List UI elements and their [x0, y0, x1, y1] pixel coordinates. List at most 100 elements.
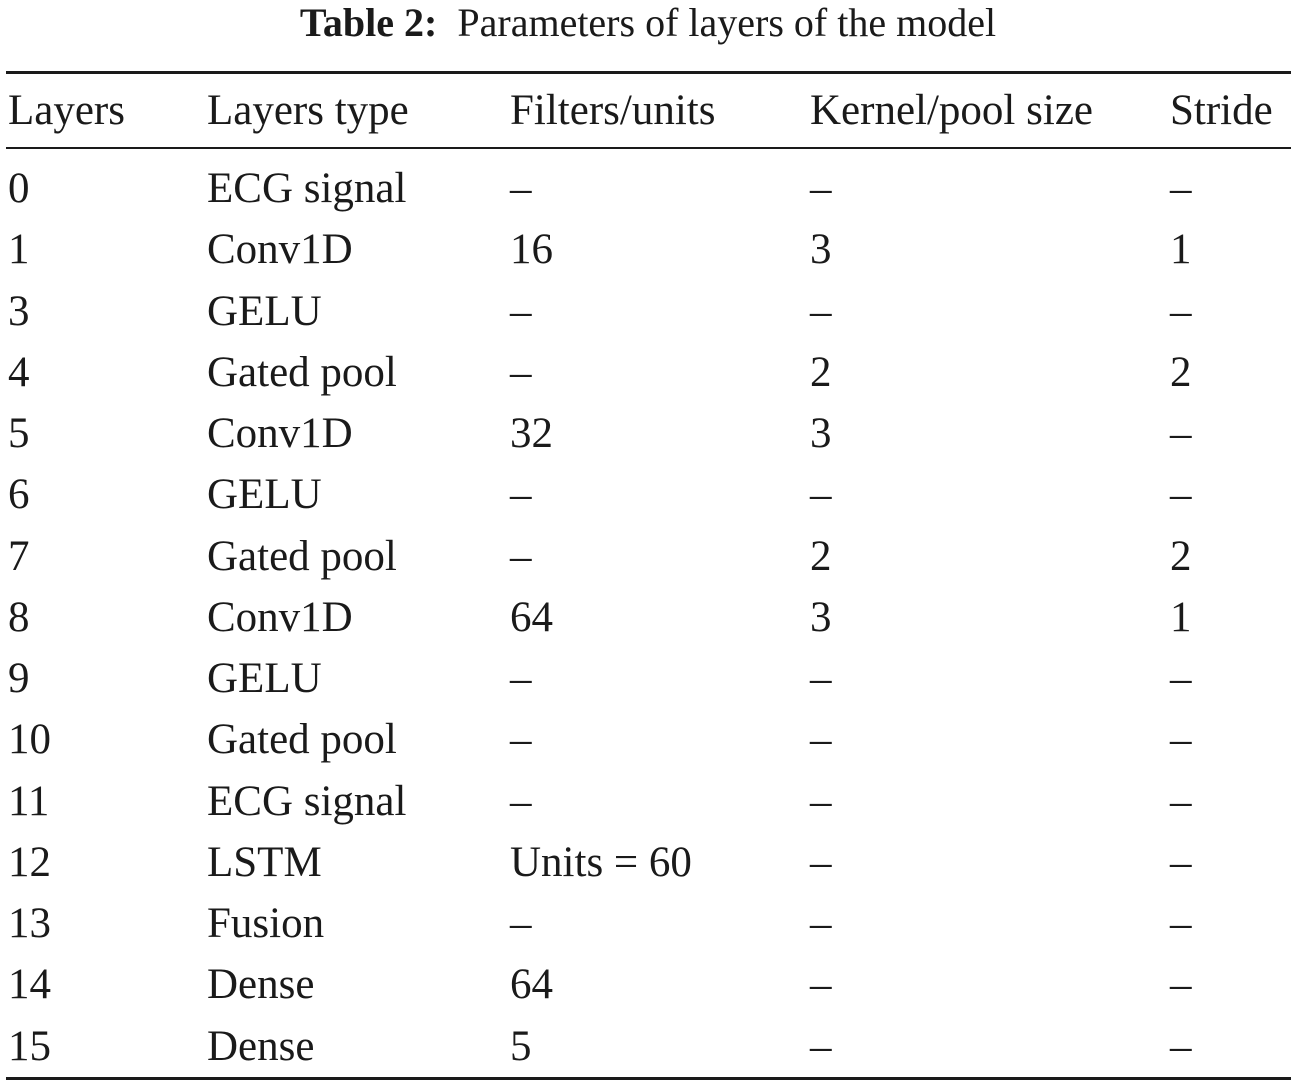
cell-layer-index: 4	[8, 348, 30, 396]
cell-stride: –	[1170, 900, 1192, 947]
cell-filters-units: 5	[510, 1022, 532, 1070]
cell-layer-index: 0	[8, 165, 30, 212]
header-kernel-pool-size: Kernel/pool size	[810, 87, 1093, 134]
cell-stride: –	[1170, 961, 1192, 1009]
cell-stride: –	[1170, 471, 1192, 519]
cell-kernel-pool-size: 3	[810, 226, 832, 274]
cell-filters-units: 32	[510, 410, 553, 457]
cell-filters-units: 64	[510, 961, 553, 1009]
cell-filters-units: 64	[510, 593, 553, 641]
cell-kernel-pool-size: –	[810, 655, 832, 702]
cell-filters-units: –	[510, 165, 532, 212]
caption-label: Table 2:	[299, 0, 438, 45]
table-row: 13 Fusion – – –	[0, 893, 1296, 954]
cell-layer-index: 9	[8, 655, 30, 702]
header-stride: Stride	[1170, 87, 1273, 134]
cell-layer-type: Conv1D	[207, 593, 353, 641]
cell-layer-index: 15	[8, 1022, 51, 1070]
cell-stride: 1	[1170, 226, 1192, 274]
table-row: 1 Conv1D 16 3 1	[0, 219, 1296, 280]
cell-kernel-pool-size: 2	[810, 348, 832, 396]
cell-layer-index: 6	[8, 471, 30, 519]
cell-stride: –	[1170, 838, 1192, 886]
header-layers-type: Layers type	[207, 87, 409, 134]
cell-kernel-pool-size: 3	[810, 593, 832, 641]
cell-layer-index: 1	[8, 226, 30, 274]
header-filters-units: Filters/units	[510, 87, 716, 134]
cell-layer-index: 13	[8, 900, 51, 947]
cell-filters-units: –	[510, 471, 532, 519]
cell-stride: –	[1170, 287, 1192, 335]
table-row: 3 GELU – – –	[0, 281, 1296, 342]
table-row: 14 Dense 64 – –	[0, 954, 1296, 1015]
cell-layer-type: LSTM	[207, 838, 322, 886]
cell-layer-type: Dense	[207, 1022, 315, 1070]
header-layers: Layers	[8, 87, 125, 134]
cell-layer-type: Dense	[207, 961, 315, 1009]
caption-text: Parameters of layers of the model	[457, 0, 997, 45]
table-caption: Table 2: Parameters of layers of the mod…	[0, 0, 1296, 46]
cell-filters-units: –	[510, 716, 532, 764]
cell-kernel-pool-size: 2	[810, 532, 832, 580]
cell-layer-type: GELU	[207, 655, 322, 702]
table-row: 4 Gated pool – 2 2	[0, 342, 1296, 403]
cell-layer-type: Gated pool	[207, 348, 397, 396]
cell-stride: –	[1170, 655, 1192, 702]
cell-kernel-pool-size: –	[810, 838, 832, 886]
cell-kernel-pool-size: –	[810, 1022, 832, 1070]
cell-filters-units: –	[510, 287, 532, 335]
cell-stride: 2	[1170, 348, 1192, 396]
cell-layer-type: ECG signal	[207, 165, 407, 212]
cell-filters-units: –	[510, 655, 532, 702]
bottom-rule	[6, 1077, 1291, 1080]
cell-filters-units: –	[510, 777, 532, 825]
cell-layer-type: ECG signal	[207, 777, 407, 825]
cell-kernel-pool-size: –	[810, 777, 832, 825]
header-rule	[6, 147, 1291, 149]
cell-layer-type: GELU	[207, 287, 322, 335]
cell-layer-index: 10	[8, 716, 51, 764]
cell-layer-index: 8	[8, 593, 30, 641]
cell-kernel-pool-size: –	[810, 716, 832, 764]
cell-kernel-pool-size: –	[810, 900, 832, 947]
top-rule	[6, 71, 1291, 74]
cell-layer-type: Gated pool	[207, 532, 397, 580]
table-row: 7 Gated pool – 2 2	[0, 526, 1296, 587]
cell-stride: –	[1170, 777, 1192, 825]
table-header-row: Layers Layers type Filters/units Kernel/…	[0, 80, 1296, 141]
cell-stride: –	[1170, 716, 1192, 764]
cell-kernel-pool-size: –	[810, 287, 832, 335]
cell-layer-index: 7	[8, 532, 30, 580]
cell-filters-units: –	[510, 900, 532, 947]
cell-layer-type: Gated pool	[207, 716, 397, 764]
cell-layer-type: GELU	[207, 471, 322, 519]
cell-kernel-pool-size: –	[810, 471, 832, 519]
cell-layer-index: 11	[8, 777, 50, 825]
table-row: 15 Dense 5 – –	[0, 1016, 1296, 1077]
cell-stride: 1	[1170, 593, 1192, 641]
table-row: 12 LSTM Units = 60 – –	[0, 832, 1296, 893]
cell-layer-index: 14	[8, 961, 51, 1009]
table-row: 5 Conv1D 32 3 –	[0, 403, 1296, 464]
cell-layer-type: Conv1D	[207, 410, 353, 457]
table-row: 8 Conv1D 64 3 1	[0, 587, 1296, 648]
cell-layer-type: Fusion	[207, 900, 325, 947]
cell-kernel-pool-size: –	[810, 165, 832, 212]
table-row: 0 ECG signal – – –	[0, 158, 1296, 219]
cell-layer-index: 12	[8, 838, 51, 886]
cell-stride: –	[1170, 410, 1192, 457]
cell-layer-type: Conv1D	[207, 226, 353, 274]
cell-filters-units: –	[510, 532, 532, 580]
cell-stride: –	[1170, 1022, 1192, 1070]
cell-layer-index: 5	[8, 410, 30, 457]
cell-filters-units: 16	[510, 226, 553, 274]
cell-stride: 2	[1170, 532, 1192, 580]
cell-filters-units: –	[510, 348, 532, 396]
table-row: 10 Gated pool – – –	[0, 709, 1296, 770]
table-row: 6 GELU – – –	[0, 464, 1296, 525]
cell-kernel-pool-size: 3	[810, 410, 832, 457]
cell-layer-index: 3	[8, 287, 30, 335]
cell-stride: –	[1170, 165, 1192, 212]
table-row: 9 GELU – – –	[0, 648, 1296, 709]
table-row: 11 ECG signal – – –	[0, 771, 1296, 832]
